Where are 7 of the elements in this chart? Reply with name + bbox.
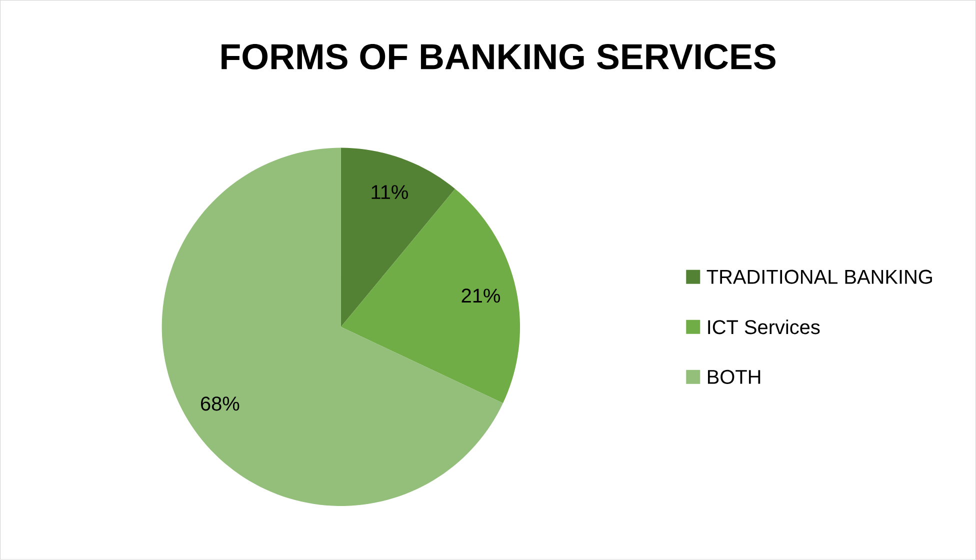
data-label: 11%: [372, 185, 408, 200]
legend-label: BOTH: [708, 370, 760, 384]
data-label: 68%: [201, 396, 240, 411]
chart-title: FORMS OF BANKING SERVICES: [222, 44, 776, 70]
legend-label: TRADITIONAL BANKING: [706, 270, 932, 284]
legend-label: ICT Services: [708, 320, 820, 334]
data-label: 21%: [462, 288, 500, 303]
